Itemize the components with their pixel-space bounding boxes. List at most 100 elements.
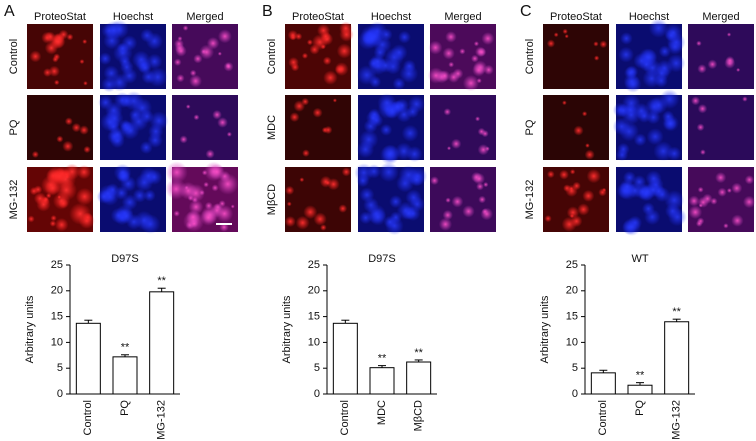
cell-signal: [700, 149, 706, 156]
cell-signal: [476, 182, 485, 191]
micrograph: [688, 95, 754, 160]
cell-signal: [369, 208, 387, 226]
cell-signal: [736, 67, 741, 72]
cell-signal: [427, 67, 445, 84]
image-bg: [543, 24, 609, 89]
x-tick-label: MG-132: [156, 400, 168, 440]
cell-signal: [659, 89, 680, 109]
cell-signal: [185, 104, 191, 109]
cell-signal: [667, 38, 683, 55]
micrograph: [688, 167, 756, 232]
row-label: Control: [524, 39, 536, 74]
significance: **: [636, 370, 645, 382]
cell-signal: [63, 163, 81, 180]
y-axis-label: Arbitrary units: [281, 295, 293, 363]
bar: [664, 321, 690, 395]
y-tick-label: 25: [308, 259, 320, 271]
cell-signal: [723, 223, 729, 229]
y-tick-label: 5: [57, 362, 63, 374]
micrograph: [354, 162, 428, 236]
cell-signal: [165, 161, 188, 184]
cell-signal: [559, 169, 569, 180]
cell-signal: [639, 57, 654, 72]
cell-signal: [82, 39, 88, 45]
cell-signal: [211, 184, 219, 192]
cell-signal: [320, 32, 334, 46]
cell-signal: [450, 138, 462, 150]
cell-signal: [442, 47, 455, 60]
cell-signal: [75, 187, 94, 206]
cell-signal: [593, 55, 600, 61]
cell-signal: [697, 103, 708, 114]
column-header: ProteoStat: [550, 11, 602, 23]
cell-signal: [203, 181, 209, 188]
cell-signal: [406, 145, 423, 163]
cell-signal: [553, 32, 559, 38]
cell-signal: [335, 64, 345, 74]
chart-title: D97S: [111, 253, 139, 265]
micrograph: [543, 167, 609, 232]
micrograph: [285, 21, 354, 89]
cell-signal: [356, 140, 375, 159]
row-label: MDC: [266, 115, 278, 140]
cell-signal: [726, 187, 732, 194]
cell-signal: [324, 125, 333, 135]
cell-signal: [664, 190, 685, 211]
cell-signal: [658, 45, 671, 58]
cell-signal: [173, 210, 180, 217]
micrograph: [612, 89, 682, 162]
cell-signal: [50, 34, 66, 49]
cell-signal: [401, 124, 419, 142]
cell-signal: [380, 123, 393, 136]
significance: **: [414, 347, 423, 359]
cell-signal: [201, 169, 208, 176]
cell-signal: [447, 71, 460, 83]
cell-signal: [731, 214, 744, 227]
cell-signal: [546, 39, 556, 48]
cell-signal: [582, 189, 595, 202]
cell-signal: [54, 217, 69, 232]
cell-signal: [121, 121, 140, 140]
significance: **: [672, 306, 681, 318]
cell-signal: [362, 28, 382, 49]
micrograph: [285, 95, 351, 160]
cell-signal: [71, 122, 82, 133]
cell-signal: [664, 23, 683, 42]
cell-signal: [193, 54, 203, 64]
cell-signal: [562, 100, 567, 106]
cell-signal: [302, 149, 310, 157]
panel-letter: C: [520, 3, 532, 20]
cell-signal: [69, 202, 92, 225]
micrograph: [98, 91, 169, 160]
cell-signal: [617, 142, 630, 156]
cell-signal: [339, 21, 353, 35]
cell-signal: [443, 108, 452, 116]
row-label: MG-132: [8, 180, 20, 220]
cell-signal: [715, 171, 727, 184]
cell-signal: [473, 41, 480, 47]
cell-signal: [226, 131, 232, 137]
cell-signal: [134, 210, 154, 231]
row-label: PQ: [524, 119, 536, 135]
cell-signal: [569, 169, 576, 175]
micrograph: [98, 19, 168, 93]
y-axis-label: Arbitrary units: [24, 295, 36, 363]
cell-signal: [356, 174, 370, 188]
cell-signal: [177, 36, 183, 42]
cell-signal: [445, 197, 451, 203]
cell-signal: [725, 55, 735, 66]
cell-signal: [644, 208, 661, 226]
column-header: Hoechst: [113, 11, 153, 23]
cell-signal: [56, 135, 64, 143]
row-label: Control: [266, 39, 278, 74]
cell-signal: [109, 126, 126, 143]
micrograph: [96, 163, 166, 234]
cell-signal: [52, 192, 71, 210]
cell-signal: [96, 189, 112, 204]
cell-signal: [405, 189, 422, 206]
y-tick-label: 10: [308, 336, 320, 348]
chart-title: D97S: [368, 253, 396, 265]
cell-signal: [470, 54, 479, 63]
cell-signal: [602, 187, 607, 193]
cell-signal: [79, 125, 89, 135]
